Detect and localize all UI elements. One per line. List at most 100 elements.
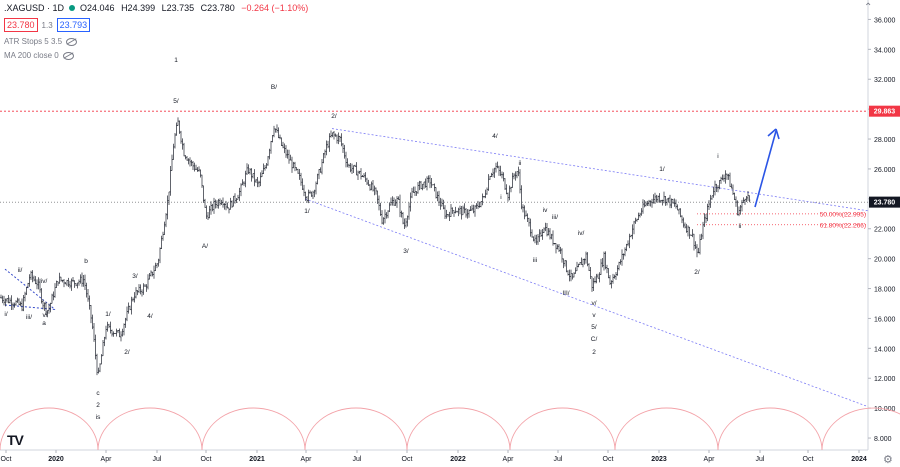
ohlc-bar [604,251,607,270]
ohlc-bar [0,294,2,299]
ohlc-bar [139,284,142,295]
ohlc-bar [295,167,298,171]
ohlc-bar [222,197,224,208]
ohlc-bar [111,329,113,337]
ohlc-bar [561,248,563,263]
ohlc-bar [7,294,10,304]
ohlc-bar [688,226,691,239]
x-tick-label: Jul [353,456,362,463]
ohlc-bar [99,363,101,373]
ohlc-bar [174,133,176,149]
ohlc-bar [129,305,131,311]
ohlc-bar [457,207,460,217]
ohlc-bar [595,273,598,284]
ohlc-bar [18,298,20,306]
ohlc-bar [354,164,356,167]
ohlc-bar [366,177,368,186]
ohlc-bar [439,197,442,210]
chevron-up-icon[interactable]: ⌃ [864,2,873,13]
ohlc-bar [229,197,232,210]
open-value: O24.046 [80,3,115,13]
wave-label: is [96,414,101,421]
ohlc-bar [192,160,194,170]
ohlc-bar [421,183,424,191]
wave-label: 5/ [591,324,597,331]
ohlc-bar [417,182,419,194]
ohlc-bar [586,252,589,267]
ohlc-bar [274,128,277,133]
ohlc-bar [169,166,172,196]
ohlc-bar [247,164,250,174]
y-tick-label: 20.000 [874,257,896,264]
ohlc-bar [747,190,749,201]
hidden-eye-icon[interactable] [66,37,78,46]
ohlc-bar [115,328,118,337]
ohlc-bar [367,179,370,186]
ohlc-bar [556,244,559,250]
ohlc-bar [652,194,655,204]
ohlc-bar [16,297,19,303]
ohlc-bar [328,133,331,152]
ohlc-bar [327,140,329,149]
ohlc-bar [159,247,161,264]
wave-label: v/ [42,312,47,319]
gear-icon[interactable]: ⚙ [883,454,893,466]
ohlc-bar [504,178,506,190]
ohlc-bar [61,279,64,283]
ohlc-bar [648,199,650,207]
ohlc-bar [154,262,157,272]
ohlc-bar [67,277,70,288]
ohlc-bar [549,228,551,240]
wave-label: 1/ [659,166,665,173]
level-high-tag-bg [869,105,900,117]
wave-label: III/ [562,290,569,297]
indicator-atr-stops[interactable]: ATR Stops 5 3.5 [4,37,78,46]
ohlc-bar [267,155,269,166]
ohlc-bar [301,178,304,190]
ohlc-bar [532,236,535,242]
ohlc-bar [28,274,31,287]
hidden-eye-icon[interactable] [62,51,74,60]
ohlc-bar [514,171,517,181]
ohlc-bar [358,170,361,174]
ohlc-bar [390,197,392,206]
ohlc-bar [150,270,152,277]
symbol-label[interactable]: .XAGUSD · 1D [4,3,65,13]
ohlc-bar [265,163,268,169]
wave-label: A/ [202,243,208,250]
indicator-ma200[interactable]: MA 200 close 0 [4,51,74,60]
ohlc-bar [15,300,17,306]
ohlc-bar [298,168,301,180]
ohlc-bar [664,195,667,206]
buy-price-button[interactable]: 23.793 [56,18,91,32]
channel-upper-line [331,128,869,212]
current-price-tag-bg [869,196,900,208]
ohlc-bar [210,201,212,215]
ohlc-bar [675,199,677,209]
ohlc-bar [483,196,485,199]
ohlc-bar [22,294,25,312]
ohlc-bar [96,353,98,376]
ohlc-bar [394,199,397,206]
ohlc-bar [181,138,184,150]
x-tick-label: Apr [301,456,313,463]
ohlc-bar [201,174,203,188]
ohlc-bar [69,280,71,289]
ohlc-bar [684,222,686,229]
ohlc-bar [55,280,58,289]
ohlc-bar [499,165,502,177]
ohlc-bar [727,173,730,180]
ohlc-bar [706,203,709,222]
ohlc-bar [103,336,106,347]
wave-label: c [96,390,100,397]
sell-price-button[interactable]: 23.780 [4,18,38,32]
low-value: L23.735 [161,3,195,13]
ohlc-bar [141,289,143,297]
ohlc-bar [121,328,124,337]
ohlc-bar [726,173,728,180]
ohlc-bar [559,246,562,254]
ohlc-bar [547,228,550,236]
ohlc-bar [196,167,199,172]
ohlc-bar [715,183,718,193]
